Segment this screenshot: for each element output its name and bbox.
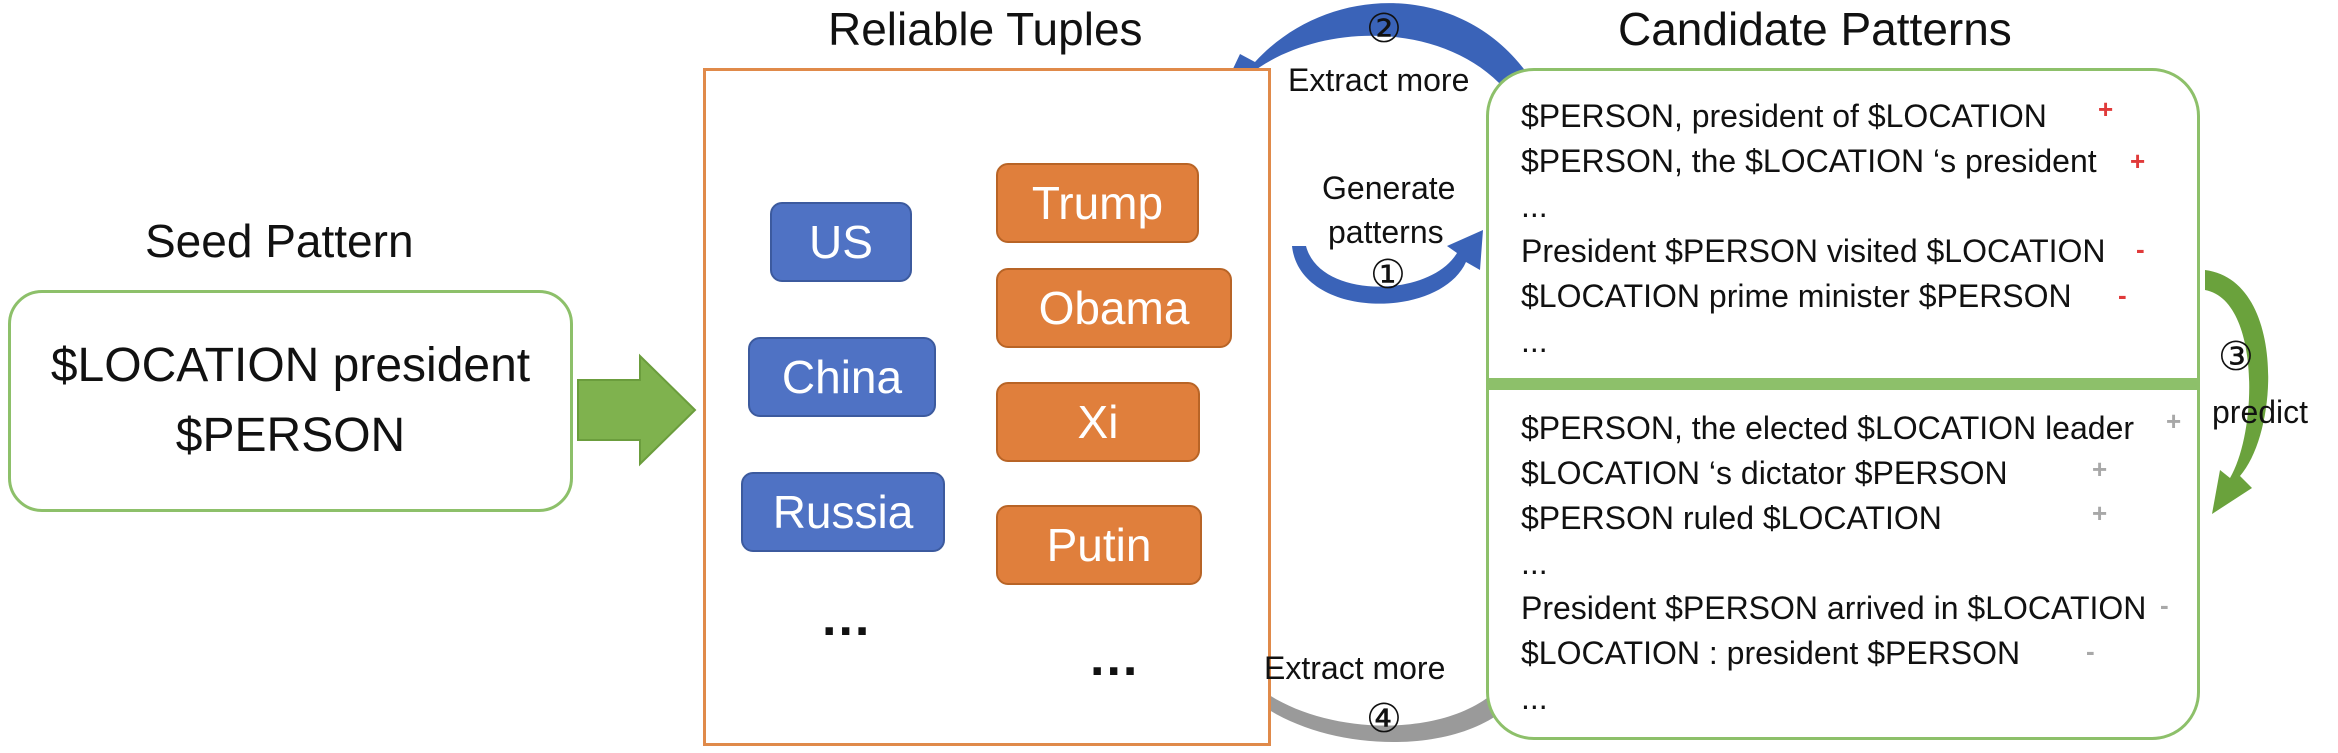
positive-mark-icon: +	[2098, 94, 2114, 124]
candidate-patterns-box	[1486, 68, 2200, 740]
tuple-location-russia: Russia	[741, 472, 945, 552]
reliable-tuples-title: Reliable Tuples	[828, 3, 1143, 55]
tuple-person-xi: Xi	[996, 382, 1200, 462]
candidate-bottom-pattern: $LOCATION : president $PERSON	[1521, 635, 2021, 671]
tuple-person-trump: Trump	[996, 163, 1199, 243]
negative-mark-icon: -	[2136, 234, 2145, 264]
positive-mark-icon: +	[2130, 146, 2146, 176]
positive-mark-icon: +	[2092, 454, 2108, 484]
candidate-bottom-pattern: $PERSON ruled $LOCATION	[1521, 500, 1942, 536]
candidate-patterns-title: Candidate Patterns	[1618, 3, 2012, 55]
candidate-top-pattern: ...	[1521, 188, 1548, 224]
seed-to-tuples-arrow	[577, 353, 697, 467]
step1-label-line2: patterns	[1328, 214, 1444, 250]
step4-label: Extract more	[1264, 650, 1446, 686]
candidate-top-pattern: President $PERSON visited $LOCATION	[1521, 233, 2106, 269]
step2-arrow	[1222, 3, 1535, 95]
tuples-ellipsis-right: ...	[1090, 629, 1140, 687]
candidate-bottom-pattern: $LOCATION ‘s dictator $PERSON	[1521, 455, 2008, 491]
negative-mark-icon: -	[2086, 636, 2095, 666]
step2-label: Extract more	[1288, 62, 1470, 98]
tuple-location-us: US	[770, 202, 912, 282]
positive-mark-icon: +	[2092, 498, 2108, 528]
candidate-bottom-pattern: ...	[1521, 545, 1548, 581]
candidate-top-pattern: $LOCATION prime minister $PERSON	[1521, 278, 2072, 314]
seed-pattern-title: Seed Pattern	[145, 215, 414, 267]
candidate-top-pattern: ...	[1521, 323, 1548, 359]
candidate-top-pattern: $PERSON, the $LOCATION ‘s president	[1521, 143, 2097, 179]
candidate-bottom-pattern: President $PERSON arrived in $LOCATION	[1521, 590, 2147, 626]
step3-arrow	[2205, 270, 2269, 514]
step4-arrow	[1232, 672, 1532, 742]
tuple-person-obama: Obama	[996, 268, 1232, 348]
step1-arrow	[1292, 230, 1483, 304]
candidate-divider	[1486, 378, 2200, 390]
step1-number: ①	[1370, 253, 1406, 297]
candidate-bottom-pattern: ...	[1521, 680, 1548, 716]
step1-label-line1: Generate	[1322, 170, 1456, 206]
candidate-top-pattern: $PERSON, president of $LOCATION	[1521, 98, 2047, 134]
negative-mark-icon: -	[2160, 590, 2169, 620]
step3-number: ③	[2218, 335, 2254, 379]
tuple-person-putin: Putin	[996, 505, 1202, 585]
tuple-location-china: China	[748, 337, 936, 417]
candidate-bottom-pattern: $PERSON, the elected $LOCATION leader	[1521, 410, 2135, 446]
tuples-ellipsis-left: ...	[822, 589, 872, 647]
step4-number: ④	[1366, 697, 1402, 741]
step2-number: ②	[1366, 7, 1402, 51]
step3-label: predict	[2212, 394, 2309, 430]
positive-mark-icon: +	[2166, 406, 2182, 436]
negative-mark-icon: -	[2118, 280, 2127, 310]
seed-pattern-line2: $PERSON	[175, 409, 406, 462]
seed-pattern-box: $LOCATION president $PERSON	[8, 290, 573, 512]
seed-pattern-line1: $LOCATION president	[50, 339, 531, 392]
